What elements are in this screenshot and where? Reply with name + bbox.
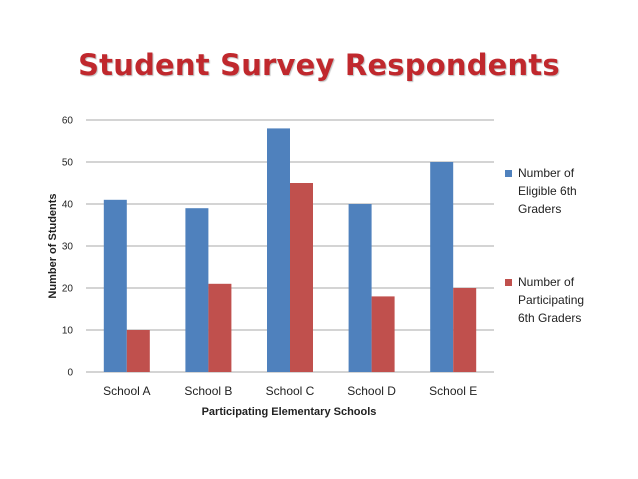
bar [371, 296, 395, 372]
y-axis-ticks: 0 10 20 30 40 50 60 [62, 116, 74, 379]
x-category-label: School D [347, 384, 396, 398]
legend-label: Eligible 6th [518, 184, 577, 198]
legend-label: Graders [518, 202, 561, 216]
bar [430, 162, 454, 372]
bar [348, 204, 372, 372]
legend-label: Number of [518, 275, 575, 289]
bar [103, 199, 127, 372]
y-tick-label: 50 [62, 158, 74, 169]
x-axis-title: Participating Elementary Schools [202, 406, 377, 418]
bar [185, 208, 209, 372]
bar [267, 128, 290, 372]
x-category-label: School C [266, 384, 315, 398]
y-tick-label: 0 [67, 368, 73, 379]
legend-label: Number of [518, 166, 575, 180]
bar [208, 283, 232, 372]
y-tick-label: 60 [62, 116, 74, 127]
bar [453, 288, 477, 372]
legend: Number of Eligible 6th Graders Number of Par… [505, 166, 584, 325]
bar [126, 330, 150, 372]
chart-title: Student Survey Respondents [78, 48, 560, 82]
legend-swatch [505, 279, 512, 286]
x-axis-categories: School A School B School C School D School E [103, 384, 477, 398]
bars [103, 128, 477, 372]
y-axis-title: Number of Students [47, 193, 59, 298]
x-category-label: School A [103, 384, 150, 398]
y-tick-label: 10 [62, 326, 74, 337]
legend-label: Participating [518, 293, 584, 307]
bar [290, 183, 313, 372]
legend-swatch [505, 170, 512, 177]
y-tick-label: 40 [62, 200, 74, 211]
legend-label: 6th Graders [518, 311, 581, 325]
y-tick-label: 20 [62, 284, 74, 295]
x-category-label: School E [429, 384, 477, 398]
y-tick-label: 30 [62, 242, 74, 253]
x-category-label: School B [184, 384, 232, 398]
